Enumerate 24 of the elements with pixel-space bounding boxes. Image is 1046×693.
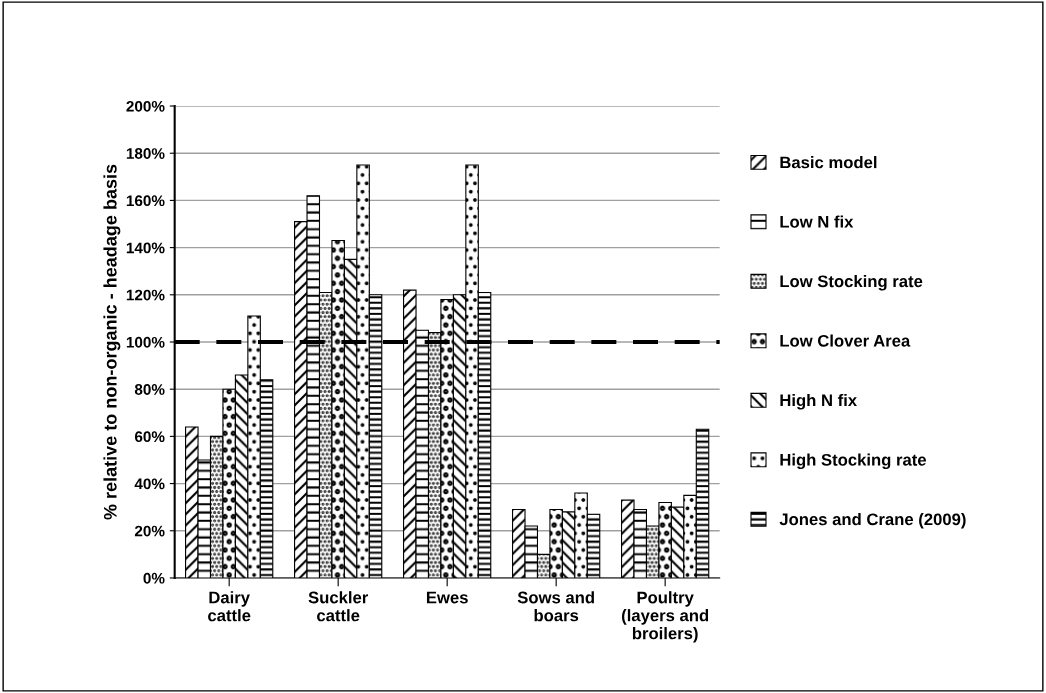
legend-label: Low Stocking rate [780,274,923,291]
y-tick-label: 20% [134,525,165,537]
y-tick-label: 180% [126,148,165,159]
legend-label: Jones and Crane (2009) [779,513,966,529]
y-tick-label: 140% [126,242,165,254]
legend-label: High Stocking rate [780,453,926,470]
y-tick-label: 200% [126,100,165,112]
y-tick-label: 0% [143,572,165,584]
y-axis-title: % relative to non-organic - headage basis [103,164,121,520]
x-tick-label: Dairy cattle [208,591,251,622]
y-tick-label: 80% [134,384,165,395]
y-tick-label: 60% [134,431,165,443]
y-tick-label: 100% [126,336,165,348]
y-tick-label: 40% [134,478,165,490]
legend-label: High N fix [780,393,857,410]
x-tick-label: Suckler cattle [308,591,369,622]
legend-label: Low N fix [780,215,854,228]
legend-label: Basic model [780,156,877,169]
y-tick-label: 160% [126,195,165,207]
legend-label: Low Clover Area [780,334,911,347]
y-tick-label: 120% [126,289,165,301]
x-tick-label: Poultry (layers and broilers) [621,591,709,643]
x-tick-label: Sows and boars [517,591,594,622]
x-tick-label: Ewes [426,591,468,604]
